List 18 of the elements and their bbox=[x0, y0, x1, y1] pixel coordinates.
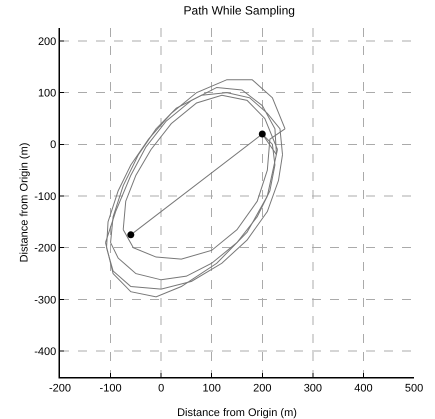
y-tick-label: -300 bbox=[34, 294, 56, 306]
x-tick-label: -200 bbox=[48, 382, 72, 395]
chart-title: Path While Sampling bbox=[184, 4, 295, 18]
x-axis-title: Distance from Origin (m) bbox=[177, 407, 297, 419]
y-tick-label: -200 bbox=[34, 242, 56, 255]
x-tick-label: 300 bbox=[304, 382, 322, 395]
y-tick-label: -400 bbox=[34, 346, 56, 358]
y-tick-label: 0 bbox=[50, 139, 56, 152]
x-tick-label: 0 bbox=[158, 382, 164, 395]
x-tick-label: 400 bbox=[354, 382, 373, 395]
y-axis-title: Distance from Origin (m) bbox=[18, 142, 30, 262]
x-tick-label: 500 bbox=[404, 382, 424, 395]
y-tick-label: 200 bbox=[38, 36, 56, 48]
x-tick-label: -100 bbox=[100, 382, 122, 395]
x-tick-label: 200 bbox=[253, 382, 272, 395]
y-tick-label: -100 bbox=[34, 190, 56, 203]
y-tick-label: 100 bbox=[38, 87, 56, 100]
x-tick-label: 100 bbox=[202, 382, 221, 395]
